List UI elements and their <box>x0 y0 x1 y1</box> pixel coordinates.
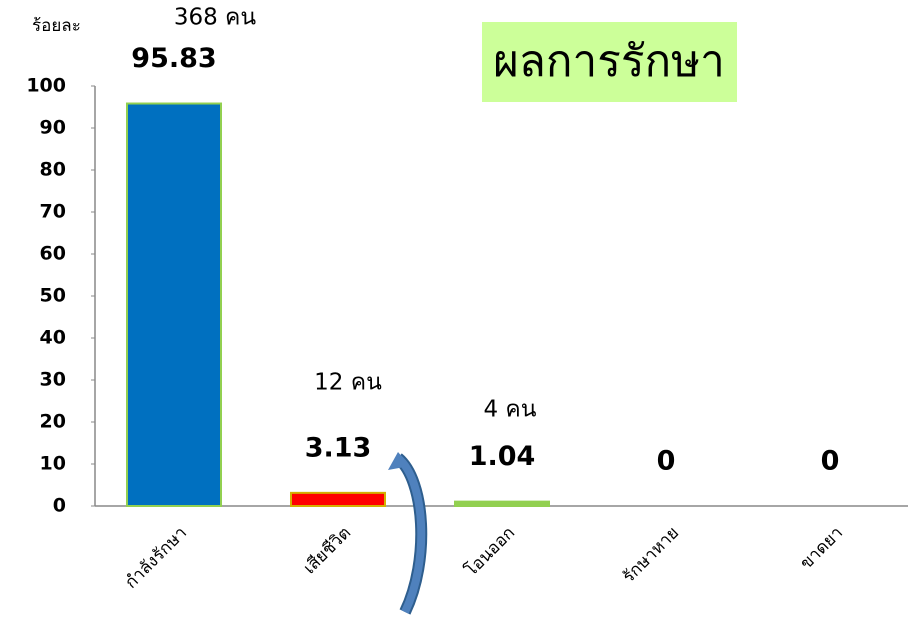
bar <box>290 491 386 508</box>
arrow-fill <box>395 454 426 614</box>
annotation: 368 คน <box>174 5 257 31</box>
y-tick-label: 50 <box>40 285 66 307</box>
arrow-head <box>388 452 410 470</box>
y-tick-label: 70 <box>40 201 66 223</box>
y-tick-label: 100 <box>26 75 66 97</box>
chart-title: ผลการรักษา <box>493 36 725 87</box>
y-tick-label: 30 <box>40 369 66 391</box>
y-tick-label: 0 <box>53 495 66 517</box>
y-tick-label: 10 <box>40 453 66 475</box>
y-tick-label: 40 <box>40 327 66 349</box>
x-tick-label: ขาดยา <box>796 523 847 574</box>
annotation: 4 คน <box>483 397 536 423</box>
value-label: 1.04 <box>469 441 536 472</box>
y-tick-label: 90 <box>40 117 66 139</box>
x-tick-label: กำลังรักษา <box>121 523 191 593</box>
value-label: 3.13 <box>305 432 372 463</box>
x-tick-label: รักษาหาย <box>619 523 683 587</box>
y-tick-label: 60 <box>40 243 66 265</box>
bar <box>454 500 550 507</box>
bar <box>126 102 222 507</box>
value-label: 0 <box>821 446 840 477</box>
annotation: 12 คน <box>314 370 382 396</box>
value-label: 95.83 <box>131 43 216 74</box>
x-tick-label: เสียชีวิต <box>300 523 355 578</box>
y-tick-label: 20 <box>40 411 66 433</box>
y-tick-label: 80 <box>40 159 66 181</box>
value-label: 0 <box>657 446 676 477</box>
title-box <box>482 22 737 102</box>
x-tick-label: โอนออก <box>461 522 519 580</box>
y-axis-label: ร้อยละ <box>32 16 81 36</box>
